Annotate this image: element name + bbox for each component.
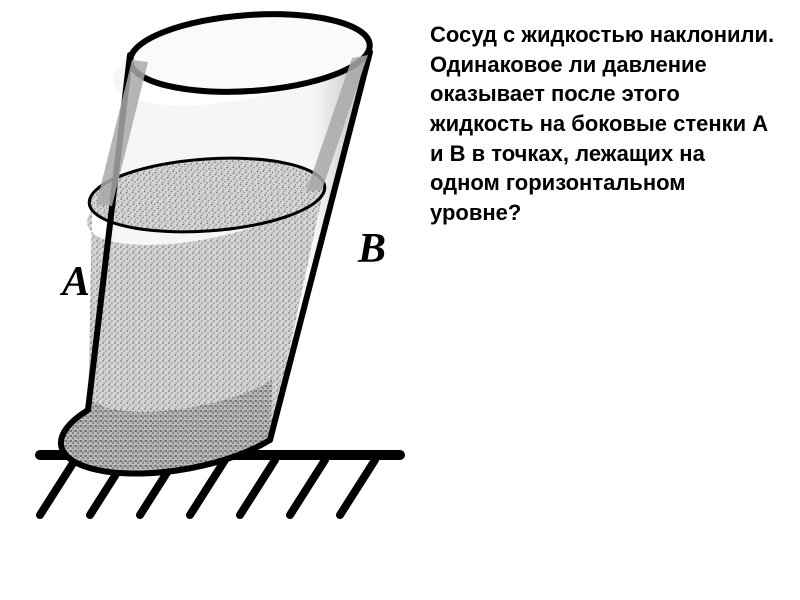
point-b-label: B [358,225,386,273]
slide-root: A B Сосуд с жидкостью наклонили. Одинако… [0,0,800,600]
question-text: Сосуд с жидкостью наклонили. Одинаковое … [430,20,780,228]
tilt-vessel-figure: A B [0,0,430,560]
vessel [61,7,372,474]
point-a-label: A [62,258,90,306]
